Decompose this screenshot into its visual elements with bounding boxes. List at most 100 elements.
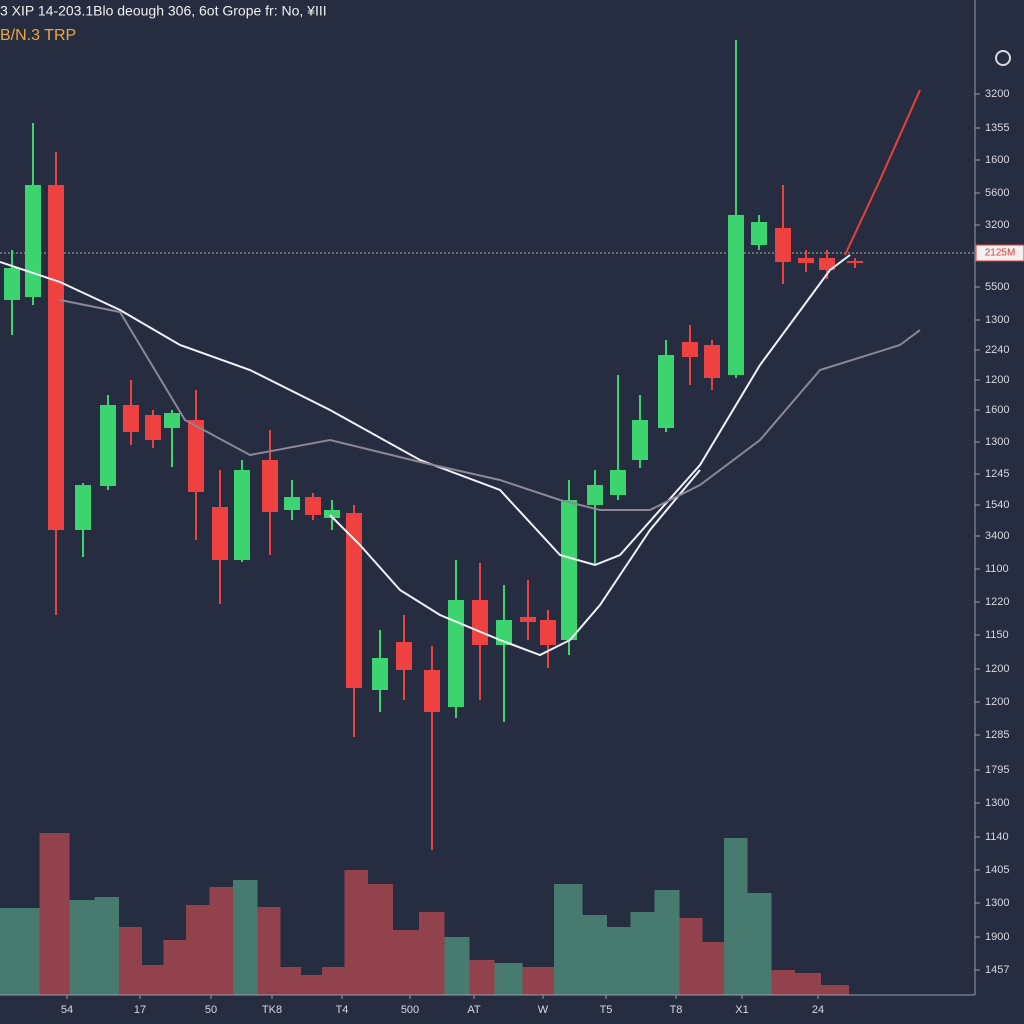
moving-average-line [329, 469, 701, 657]
moving-average-line [0, 254, 851, 567]
candle-body [75, 485, 91, 530]
volume-bar [419, 912, 445, 995]
candle-body [123, 405, 139, 432]
volume-bar [186, 905, 210, 995]
volume-bar [209, 887, 233, 995]
candle-body [704, 345, 720, 378]
candle-body [540, 620, 556, 645]
candle-body [472, 600, 488, 645]
volume-bar [69, 900, 95, 995]
candle-body [396, 642, 412, 670]
volume-bar [582, 915, 607, 995]
candle-body [775, 228, 791, 262]
chart-subtitle: B/N.3 TRP [0, 27, 76, 44]
candle-body [262, 460, 278, 512]
volume-bar [163, 940, 186, 995]
volume-bar [679, 918, 703, 995]
candle-body [145, 415, 161, 440]
candle-body [610, 470, 626, 495]
y-tick-label: 2240 [985, 344, 1009, 356]
chart-title: 3 XIP 14-203.1Blo deough 306, 6ot Grope … [0, 3, 327, 19]
x-tick-label: T4 [336, 1004, 349, 1016]
volume-bar [0, 908, 40, 995]
candle-body [728, 215, 744, 375]
volume-bar [654, 890, 680, 995]
y-tick-label: 3400 [985, 530, 1009, 542]
candle-body [4, 268, 20, 300]
y-tick-label: 3200 [985, 88, 1009, 100]
y-tick-label: 1200 [985, 696, 1009, 708]
volume-bar [94, 897, 119, 995]
y-tick-label: 3200 [985, 219, 1009, 231]
volume-bar [607, 927, 631, 995]
candle-body [48, 185, 64, 530]
volume-bar [322, 967, 345, 995]
candle-body [561, 500, 577, 640]
volume-bar [771, 970, 795, 995]
volume-bar [522, 967, 554, 995]
candle-body [305, 497, 321, 515]
volume-bar [795, 973, 821, 995]
x-tick-label: T5 [600, 1004, 613, 1016]
candle-body [324, 510, 340, 518]
volume-bar [469, 960, 495, 995]
y-tick-label: 1100 [985, 563, 1009, 575]
y-tick-label: 1140 [985, 831, 1009, 843]
volume-bar [233, 880, 258, 995]
x-tick-label: 50 [205, 1004, 217, 1016]
volume-bar [368, 884, 393, 995]
candle-body [25, 185, 41, 297]
y-tick-label: 1200 [985, 374, 1009, 386]
candle-body [212, 507, 228, 560]
volume-bar [142, 965, 164, 995]
x-tick-label: X1 [735, 1004, 748, 1016]
y-tick-label: 1600 [985, 404, 1009, 416]
settings-icon[interactable] [995, 50, 1011, 66]
candle-body [346, 513, 362, 688]
candle-body [658, 355, 674, 428]
candle-body [234, 470, 250, 560]
volume-bar [724, 838, 748, 995]
moving-average-line [844, 89, 921, 256]
volume-bar [393, 930, 419, 995]
y-tick-label: 1300 [985, 897, 1009, 909]
volume-bar [257, 907, 281, 995]
x-tick-label: TK8 [262, 1004, 282, 1016]
volume-bar [39, 833, 70, 995]
candle-body [496, 620, 512, 645]
candle-body [424, 670, 440, 712]
y-tick-label: 1300 [985, 797, 1009, 809]
y-tick-label: 5500 [985, 281, 1009, 293]
candle-body [751, 222, 767, 245]
candle-body [587, 485, 603, 505]
y-tick-label: 1540 [985, 499, 1009, 511]
x-tick-label: W [538, 1004, 549, 1016]
candle-body [372, 658, 388, 690]
candle-body [847, 261, 863, 263]
y-tick-label: 1795 [985, 764, 1009, 776]
y-tick-label: 1405 [985, 864, 1009, 876]
moving-average-line [59, 299, 921, 511]
y-tick-label: 1150 [985, 629, 1009, 641]
last-price-box [975, 244, 1024, 262]
y-tick-label: 5600 [985, 187, 1009, 199]
volume-bar [747, 893, 772, 995]
y-tick-label: 1220 [985, 596, 1009, 608]
volume-bar [119, 927, 142, 995]
volume-bar [280, 967, 301, 995]
volume-bar [821, 985, 849, 995]
x-tick-label: 17 [134, 1004, 146, 1016]
last-price-label: 2125M [985, 248, 1016, 259]
volume-bar [702, 942, 724, 995]
y-tick-label: 1285 [985, 729, 1009, 741]
volume-bar [630, 912, 655, 995]
volume-bar [301, 975, 322, 995]
volume-bar [444, 937, 470, 995]
candle-body [100, 405, 116, 486]
candle-body [520, 617, 536, 622]
volume-layer [0, 833, 849, 995]
volume-bar [554, 884, 583, 995]
